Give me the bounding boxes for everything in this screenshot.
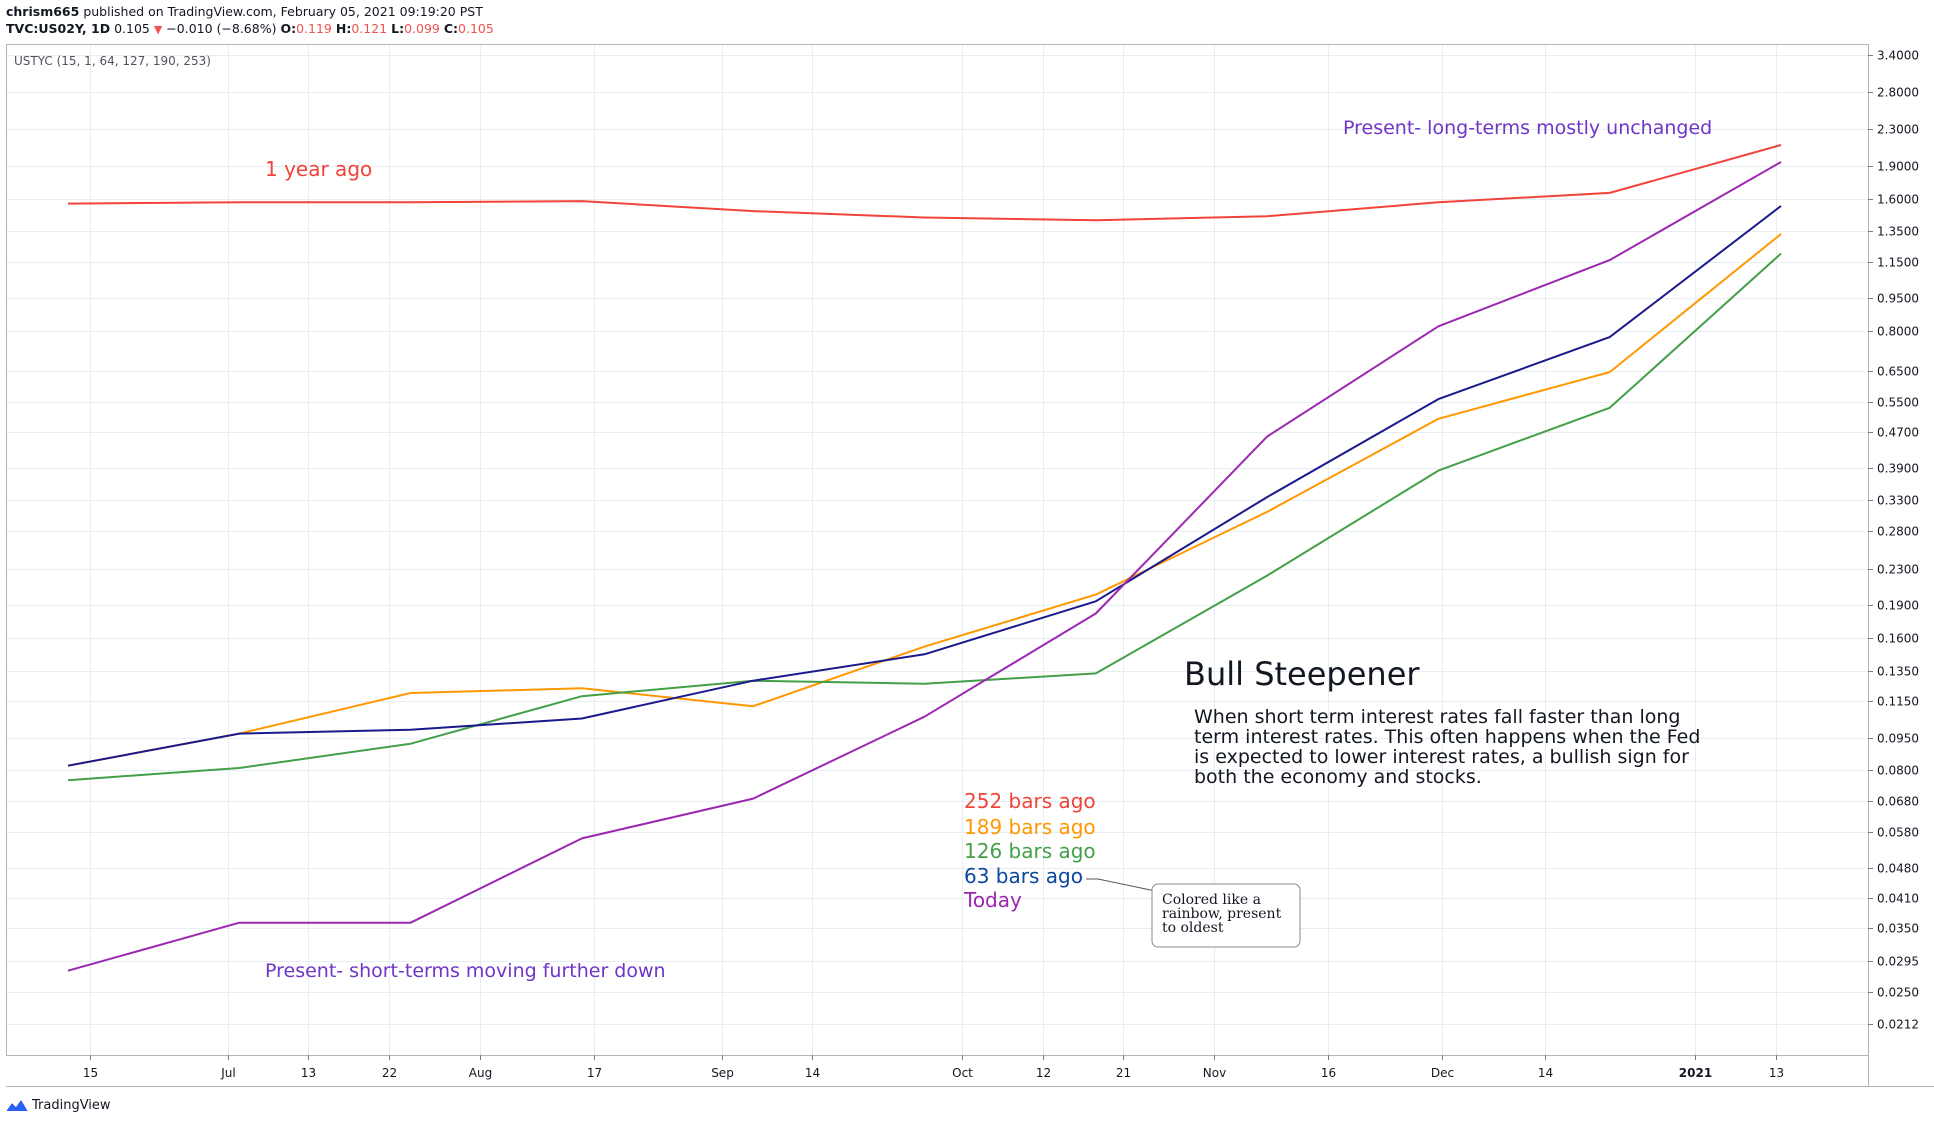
price-tick-label: 0.0410 [1877,892,1919,906]
series-line-189-bars-ago[interactable] [67,233,1782,767]
yield-curve-chart[interactable]: 3.4000 2.8000 2.3000 1.9000 1.6000 1.3500 1.15… [0,0,1934,1098]
price-tick-label: 0.4700 [1877,426,1919,440]
price-tick-label: 1.9000 [1877,160,1919,174]
legend-189-bars: 189 bars ago [964,815,1096,839]
annotation-one-year-ago: 1 year ago [265,157,372,181]
publish-info: chrism665 published on TradingView.com, … [6,4,483,19]
author-name[interactable]: chrism665 [6,4,80,19]
price-tick-label: 0.0480 [1877,862,1919,876]
description-line: both the economy and stocks. [1194,766,1482,788]
price-change: −0.010 (−8.68%) [166,21,277,36]
down-arrow-icon: ▼ [153,23,163,36]
time-tick-label: 17 [587,1066,602,1080]
callout-line: Colored like a [1162,892,1261,908]
time-tick-label: Sep [711,1066,734,1080]
price-tick-label: 0.0295 [1877,955,1919,969]
annotation-short-terms: Present- short-terms moving further down [265,960,666,982]
price-tick-label: 1.1500 [1877,256,1919,270]
open-label: O: [280,21,297,36]
low-label: L: [391,21,405,36]
bull-steepener-description: When short term interest rates fall fast… [1194,706,1700,788]
price-tick-label: 2.8000 [1877,86,1919,100]
legend-63-bars: 63 bars ago [964,864,1083,888]
callout-box [1151,883,1301,948]
price-tick-label: 0.6500 [1877,365,1919,379]
price-tick-label: 0.8000 [1877,325,1919,339]
ohlc-bar: TVC:US02Y, 1D 0.105 ▼ −0.010 (−8.68%) O:… [6,21,494,36]
time-tick-label: 13 [301,1066,316,1080]
price-tick-label: 0.0680 [1877,795,1919,809]
indicator-label[interactable]: USTYC (15, 1, 64, 127, 190, 253) [14,54,211,68]
time-tick-label: Nov [1203,1066,1226,1080]
price-tick-label: 0.0950 [1877,732,1919,746]
time-axis[interactable]: 15 Jul 13 22 Aug 17 Sep 14 Oct 12 21 Nov 16 Dec 14 2021… [83,1055,1784,1080]
price-tick-label: 0.0250 [1877,986,1919,1000]
series-lines [67,144,1782,972]
series-legend: 252 bars ago 189 bars ago 126 bars ago 6… [963,789,1096,912]
time-tick-label: 12 [1036,1066,1051,1080]
time-tick-label: 13 [1769,1066,1784,1080]
time-tick-label: 15 [83,1066,98,1080]
callout-line: rainbow, present [1162,906,1282,922]
price-tick-label: 1.6000 [1877,193,1919,207]
callout-line: to oldest [1162,920,1224,936]
legend-today: Today [963,888,1022,912]
high-value: 0.121 [351,21,388,36]
description-line: When short term interest rates fall fast… [1194,706,1680,728]
price-tick-label: 0.1150 [1877,695,1919,709]
price-tick-label: 0.2800 [1877,525,1919,539]
series-line-today[interactable] [67,161,1782,972]
price-tick-label: 0.0212 [1877,1018,1919,1032]
footer: TradingView [6,1098,111,1113]
open-value: 0.119 [296,21,332,36]
price-tick-label: 0.3900 [1877,462,1919,476]
time-tick-label: 2021 [1679,1066,1712,1080]
price-tick-label: 0.2300 [1877,563,1919,577]
price-axis[interactable]: 3.4000 2.8000 2.3000 1.9000 1.6000 1.3500 1.15… [1868,49,1919,1032]
annotation-long-terms: Present- long-terms mostly unchanged [1343,117,1712,139]
high-label: H: [335,21,352,36]
price-tick-label: 2.3000 [1877,123,1919,137]
bull-steepener-title: Bull Steepener [1184,655,1420,693]
time-tick-label: 14 [805,1066,820,1080]
close-value: 0.105 [458,21,494,36]
price-tick-label: 0.3300 [1877,494,1919,508]
description-line: term interest rates. This often happens … [1194,726,1700,748]
footer-brand[interactable]: TradingView [32,1098,111,1113]
price-tick-label: 0.9500 [1877,292,1919,306]
price-tick-label: 0.0800 [1877,764,1919,778]
low-value: 0.099 [404,21,440,36]
price-tick-label: 0.5500 [1877,396,1919,410]
time-tick-label: 14 [1538,1066,1553,1080]
time-tick-label: Dec [1431,1066,1454,1080]
price-tick-label: 3.4000 [1877,49,1919,63]
symbol-label: TVC:US02Y, 1D [6,21,111,36]
series-line-63-bars-ago[interactable] [67,205,1782,767]
tradingview-logo-icon[interactable] [6,1099,28,1113]
chart-grid [6,44,1868,1055]
close-label: C: [443,21,459,36]
price-tick-label: 0.0350 [1877,922,1919,936]
series-line-252-bars-ago[interactable] [67,144,1782,222]
time-tick-label: 22 [382,1066,397,1080]
series-line-126-bars-ago[interactable] [67,252,1782,782]
price-tick-label: 1.3500 [1877,225,1919,239]
time-tick-label: Jul [220,1066,235,1080]
legend-126-bars: 126 bars ago [964,839,1096,863]
price-tick-label: 0.1350 [1877,665,1919,679]
legend-252-bars: 252 bars ago [964,789,1096,813]
last-price: 0.105 [114,21,150,36]
time-tick-label: Oct [952,1066,973,1080]
callout[interactable]: Colored like a rainbow, present to oldes… [1086,878,1301,948]
callout-pointer [1086,878,1161,893]
description-line: is expected to lower interest rates, a b… [1194,746,1689,768]
price-tick-label: 0.0580 [1877,826,1919,840]
time-tick-label: 16 [1321,1066,1336,1080]
price-tick-label: 0.1900 [1877,599,1919,613]
chart-pane-border [6,44,1869,1056]
time-tick-label: Aug [469,1066,492,1080]
published-text: published on TradingView.com, February 0… [83,4,483,19]
price-tick-label: 0.1600 [1877,632,1919,646]
time-tick-label: 21 [1116,1066,1131,1080]
